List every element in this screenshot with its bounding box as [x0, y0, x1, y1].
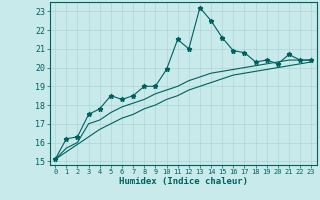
- X-axis label: Humidex (Indice chaleur): Humidex (Indice chaleur): [119, 177, 248, 186]
